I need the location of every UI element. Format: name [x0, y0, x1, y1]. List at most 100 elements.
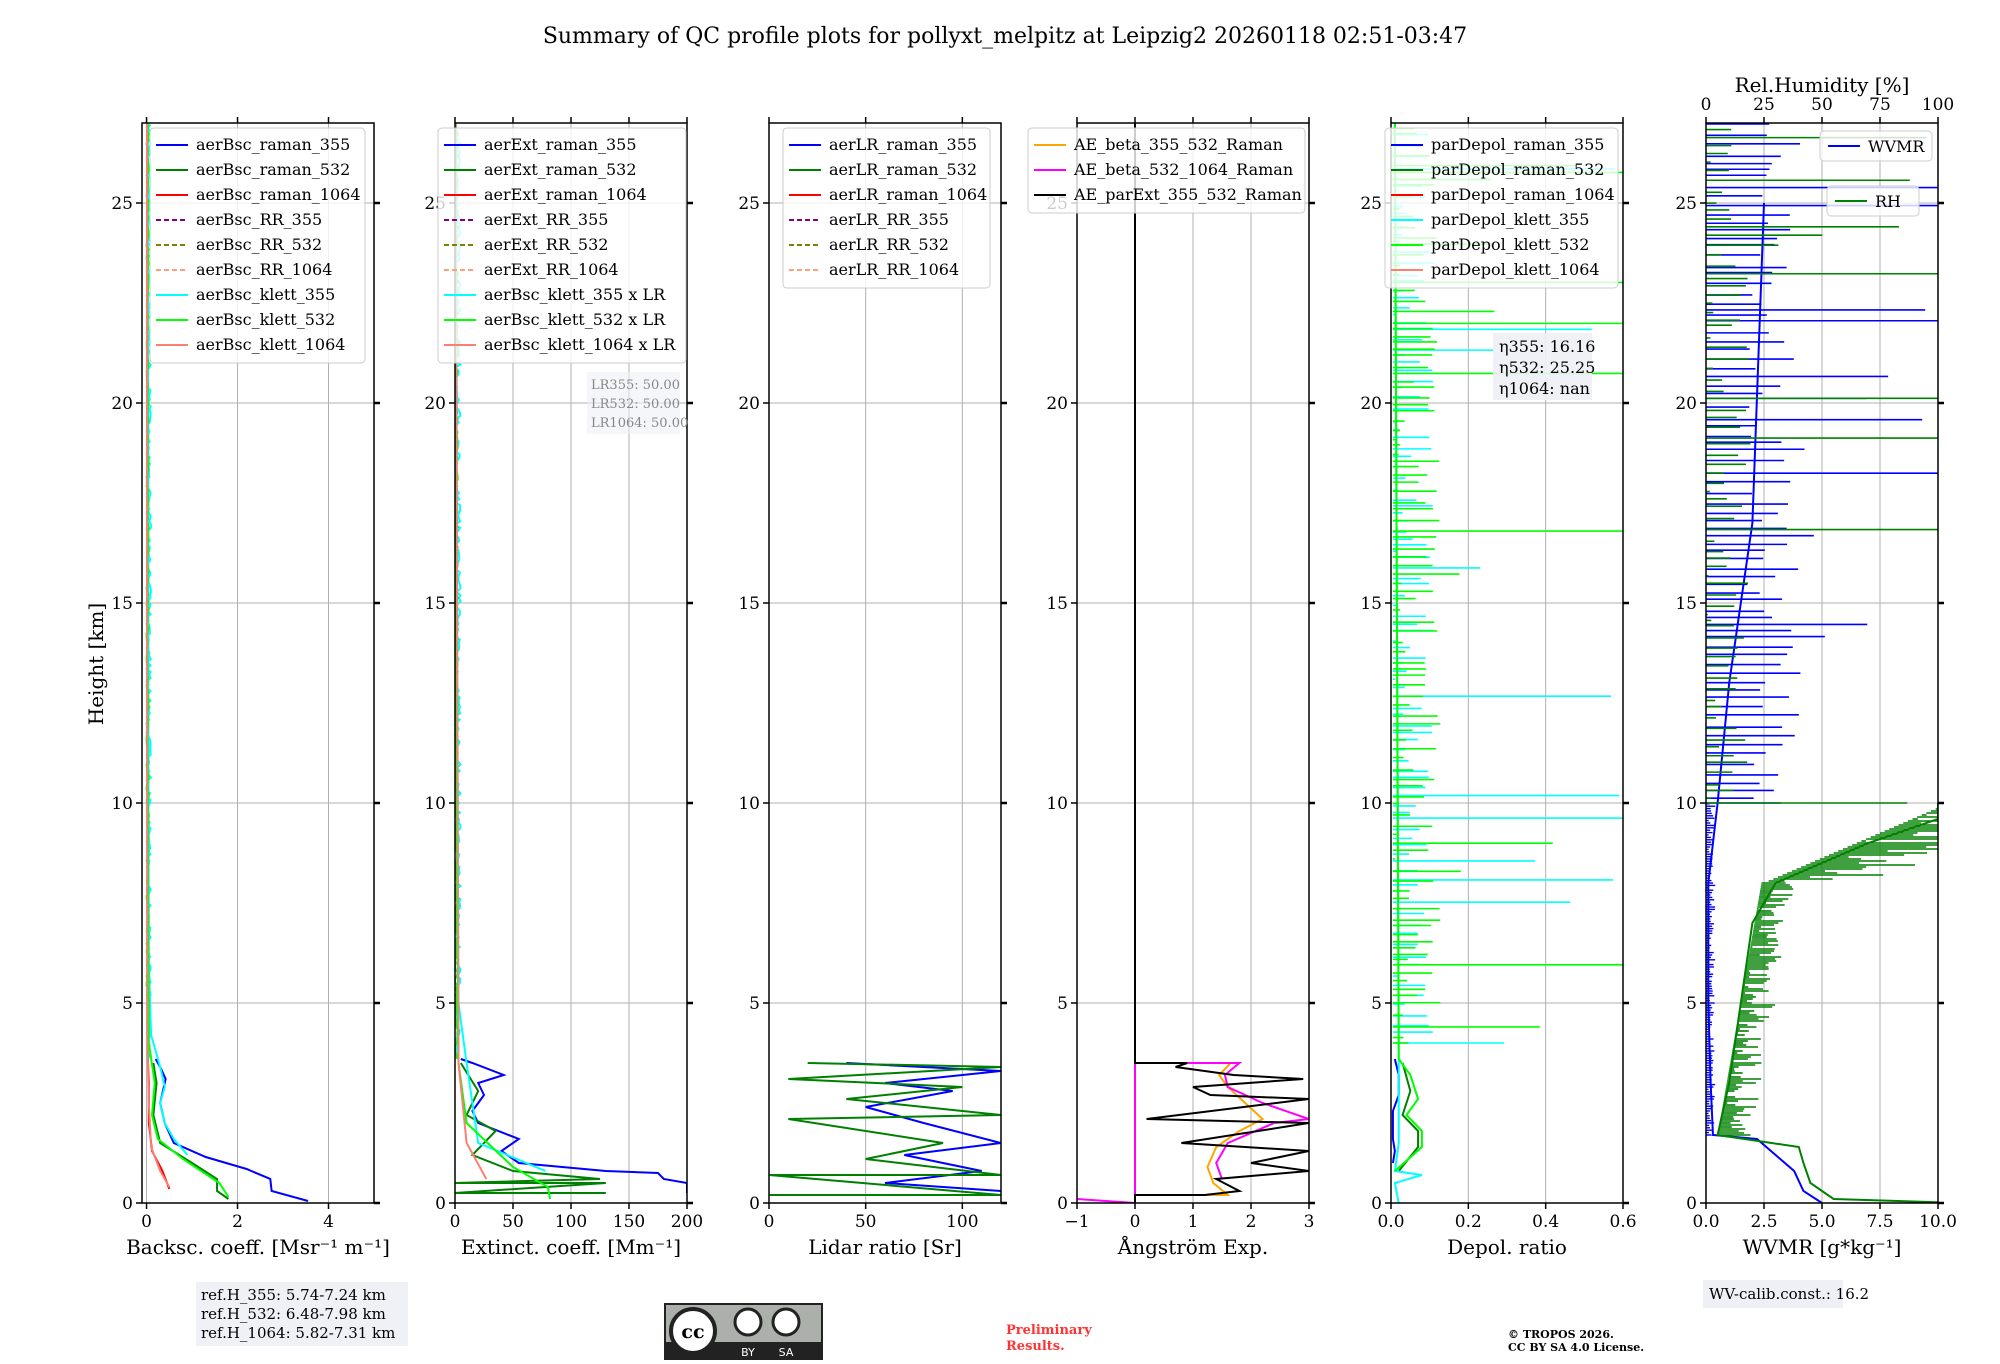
x-tick-label: 2 [1246, 1212, 1257, 1232]
y-tick-label: 20 [1046, 394, 1068, 414]
x-tick-label: 150 [613, 1212, 645, 1232]
x-tick-label: 5.0 [1808, 1212, 1835, 1232]
series-AE_beta_532_1064_Raman [1077, 123, 1136, 1203]
eta-value: η355: 16.16 [1499, 337, 1595, 356]
legend-label: aerBsc_klett_532 [196, 310, 335, 329]
axes-frame [141, 122, 375, 1204]
series-group [1077, 123, 1309, 1203]
series-group [769, 1062, 1001, 1196]
x-tick-label: 0 [450, 1212, 461, 1232]
eta-box-bg [1493, 333, 1592, 400]
y-tick-label: 0 [1057, 1194, 1068, 1214]
legend-box [437, 127, 687, 364]
x-tick-label: 1 [1188, 1212, 1199, 1232]
lr-box-bg [587, 372, 680, 434]
series-aerBsc_klett_1064 x LR [455, 123, 488, 1180]
top-x-tick-label: 75 [1869, 95, 1891, 115]
x-tick-label: 50 [502, 1212, 524, 1232]
y-tick-label: 10 [738, 794, 760, 814]
x-tick-label: 0.2 [1455, 1212, 1482, 1232]
x-axis-label: Lidar ratio [Sr] [808, 1235, 962, 1259]
panel-3: 0 50 100 0 5 10 15 20 25 Lidar ratio [Sr] aerLR_ra… [738, 117, 1007, 1259]
legend-label: aerBsc_raman_355 [196, 135, 350, 154]
x-tick-label: 4 [323, 1212, 334, 1232]
legend-box [1027, 127, 1306, 214]
legend-label: WVMR [1868, 137, 1925, 156]
series-group [145, 123, 309, 1202]
x-tick-label: 100 [555, 1212, 587, 1232]
x-tick-label: 7.5 [1866, 1212, 1893, 1232]
y-tick-label: 10 [1360, 794, 1382, 814]
y-tick-label: 10 [1675, 794, 1697, 814]
eta-box: η355: 16.16 η532: 25.25 η1064: nan [1493, 333, 1595, 400]
legend: aerBsc_raman_355 aerBsc_raman_532 aerBsc_r… [149, 127, 366, 364]
copyright-line1: © TROPOS 2026. [1508, 1328, 1614, 1341]
x-axis-label: Depol. ratio [1447, 1235, 1567, 1259]
series-aerLR_raman_532 [769, 1062, 1001, 1196]
legend-label: aerBsc_klett_532 x LR [484, 310, 666, 329]
x-tick-label: 0.4 [1532, 1212, 1559, 1232]
y-tick-label: 10 [424, 794, 446, 814]
y-tick-label: 0 [1686, 1194, 1697, 1214]
legend-box [782, 127, 991, 289]
legend-label: aerLR_RR_355 [829, 210, 949, 229]
legend: aerExt_raman_355 aerExt_raman_532 aerExt_r… [437, 127, 687, 364]
axes-frame [768, 122, 1002, 1204]
wv-calib-box: WV-calib.const.: 16.2 [1703, 1280, 1869, 1308]
legend-label: parDepol_klett_532 [1431, 235, 1589, 254]
x-tick-label: 100 [946, 1212, 978, 1232]
lr-value: LR532: 50.00 [591, 397, 680, 412]
y-tick-label: 5 [435, 994, 446, 1014]
series-WVMR [1707, 202, 1823, 1203]
top-x-axis-label: Rel.Humidity [%] [1735, 73, 1910, 97]
y-tick-label: 20 [1675, 394, 1697, 414]
x-tick-label: 3 [1304, 1212, 1315, 1232]
series-AE_beta_532_1064_Raman-lower [1187, 1062, 1309, 1180]
legend: AE_beta_355_532_Raman AE_beta_532_1064_Ra… [1027, 127, 1306, 214]
top-x-tick-label: 0 [1701, 95, 1712, 115]
y-tick-label: 10 [111, 794, 133, 814]
legend-label: aerBsc_RR_1064 [196, 260, 332, 279]
legend-label: parDepol_raman_532 [1431, 160, 1604, 179]
axes-frame [1390, 122, 1624, 1204]
y-axis-label: Height [km] [84, 603, 108, 725]
x-tick-label: 0.6 [1609, 1212, 1636, 1232]
y-tick-label: 20 [1360, 394, 1382, 414]
legend-label: aerBsc_raman_1064 [196, 185, 361, 204]
y-tick-label: 25 [1360, 194, 1382, 214]
eta-value: η532: 25.25 [1499, 358, 1595, 377]
legend-label: parDepol_klett_1064 [1431, 260, 1600, 279]
panel-5: 0.0 0.2 0.4 0.6 0 5 10 15 20 25 Depol. ratio parDep… [1360, 117, 1637, 1259]
x-tick-label: 0 [1130, 1212, 1141, 1232]
y-tick-label: 0 [749, 1194, 760, 1214]
y-tick-label: 5 [749, 994, 760, 1014]
legend-label: aerBsc_klett_355 x LR [484, 285, 666, 304]
ref-height-box: ref.H_355: 5.74-7.24 km ref.H_532: 6.48-… [196, 1282, 408, 1346]
by-label: BY [741, 1346, 755, 1359]
series-parDepol_klett_532 [1393, 123, 1423, 1172]
legend-box [1826, 185, 1920, 217]
series-aerBsc_raman_355 [154, 1058, 309, 1202]
series-AE_parExt_355_532_Raman [1134, 123, 1309, 1203]
lr-value: LR355: 50.00 [591, 378, 680, 393]
legend-label: aerExt_raman_532 [484, 160, 637, 179]
lidar-ratio-box: LR355: 50.00 LR532: 50.00 LR1064: 50.00 [587, 372, 688, 434]
y-tick-label: 15 [1046, 594, 1068, 614]
legend-label: parDepol_klett_355 [1431, 210, 1589, 229]
y-tick-label: 25 [738, 194, 760, 214]
y-tick-label: 15 [111, 594, 133, 614]
top-x-tick-label: 50 [1811, 95, 1833, 115]
x-tick-label: −1 [1064, 1212, 1089, 1232]
legend-label: aerBsc_klett_1064 x LR [484, 335, 676, 354]
y-tick-label: 15 [738, 594, 760, 614]
legend-box [1384, 127, 1619, 289]
y-tick-label: 0 [435, 1194, 446, 1214]
ref-height-1064: ref.H_1064: 5.82-7.31 km [201, 1324, 395, 1342]
legend-label: parDepol_raman_1064 [1431, 185, 1615, 204]
y-tick-label: 5 [1686, 994, 1697, 1014]
y-tick-label: 5 [1371, 994, 1382, 1014]
legend-label: aerExt_raman_355 [484, 135, 637, 154]
y-tick-label: 5 [122, 994, 133, 1014]
